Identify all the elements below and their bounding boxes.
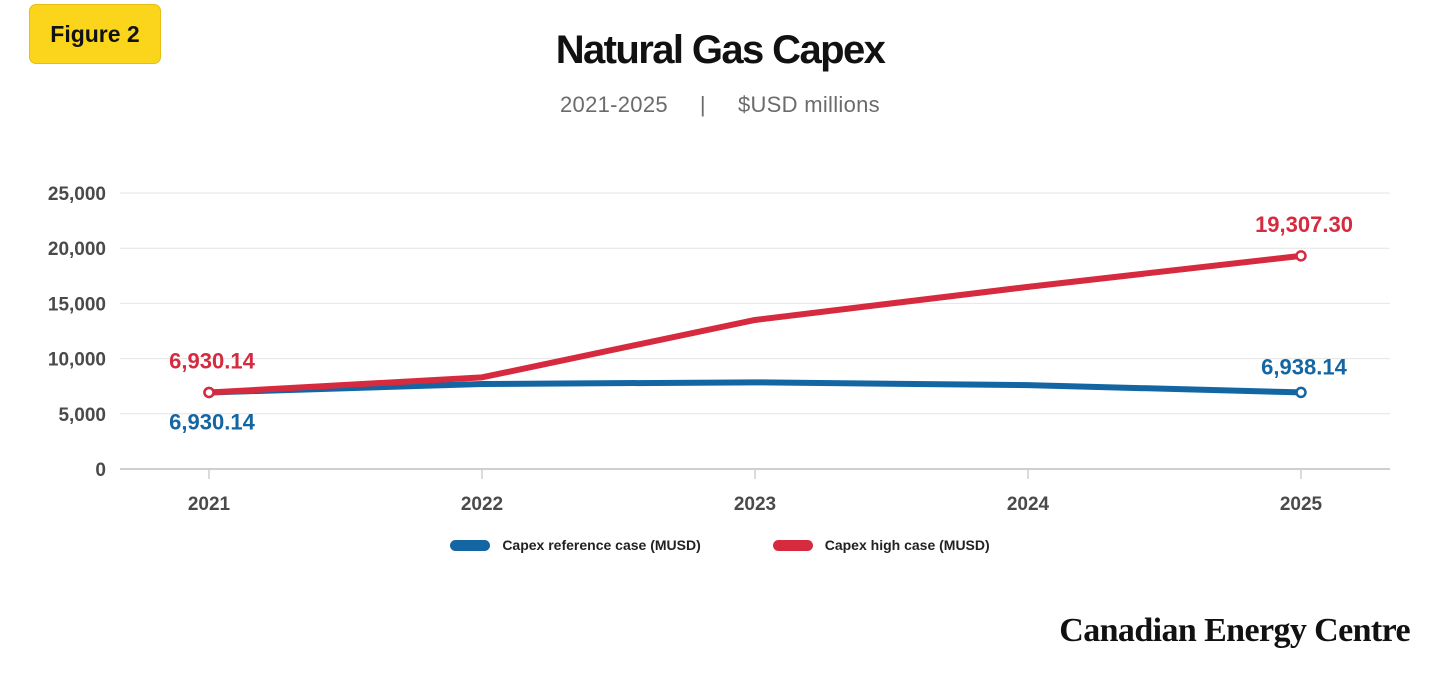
- y-tick-label: 0: [95, 460, 106, 481]
- y-tick-label: 10,000: [48, 350, 106, 371]
- subtitle-units: $USD millions: [737, 92, 880, 117]
- data-label: 6,930.14: [169, 409, 255, 434]
- legend-label-reference: Capex reference case (MUSD): [502, 537, 701, 553]
- point-marker-high: [203, 386, 215, 399]
- legend-swatch-high: [772, 539, 813, 551]
- point-marker-high: [1295, 250, 1307, 262]
- series-line-high: [206, 252, 1304, 396]
- y-tick-label: 20,000: [48, 239, 106, 260]
- legend-swatch-reference: [450, 539, 491, 551]
- y-tick-label: 25,000: [48, 184, 106, 205]
- y-axis: 0 5,000 10,000 15,000 20,000 25,000: [48, 184, 106, 481]
- brand-logo: Canadian Energy Centre: [1059, 612, 1410, 649]
- series-line-reference: [206, 379, 1304, 396]
- x-axis: 2021 2022 2023 2024 2025: [120, 468, 1390, 515]
- figure-badge: Figure 2: [29, 4, 161, 64]
- x-tick-label: 2021: [188, 494, 231, 515]
- chart-title: Natural Gas Capex: [555, 28, 886, 72]
- chart-subtitle: 2021-2025 | $USD millions: [0, 92, 1440, 118]
- subtitle-range: 2021-2025: [560, 92, 668, 117]
- subtitle-separator: |: [699, 92, 706, 117]
- x-tick-label: 2023: [734, 494, 776, 515]
- series-lines: [203, 250, 1307, 399]
- y-tick-label: 15,000: [48, 294, 106, 315]
- data-label: 6,930.14: [169, 348, 255, 373]
- point-marker-reference: [1295, 386, 1307, 399]
- x-tick-label: 2025: [1280, 494, 1323, 515]
- legend-item-high: Capex high case (MUSD): [772, 537, 990, 553]
- y-tick-label: 5,000: [58, 405, 106, 426]
- data-labels: 6,930.14 6,930.14 19,307.30 6,938.14: [169, 212, 1353, 435]
- x-tick-label: 2022: [461, 494, 503, 515]
- legend-item-reference: Capex reference case (MUSD): [450, 537, 701, 553]
- x-tick-label: 2024: [1007, 494, 1050, 515]
- data-label: 19,307.30: [1255, 212, 1353, 237]
- legend-label-high: Capex high case (MUSD): [824, 537, 990, 553]
- legend: Capex reference case (MUSD) Capex high c…: [0, 537, 1440, 553]
- data-label: 6,938.14: [1261, 354, 1347, 379]
- gridlines: [120, 192, 1390, 415]
